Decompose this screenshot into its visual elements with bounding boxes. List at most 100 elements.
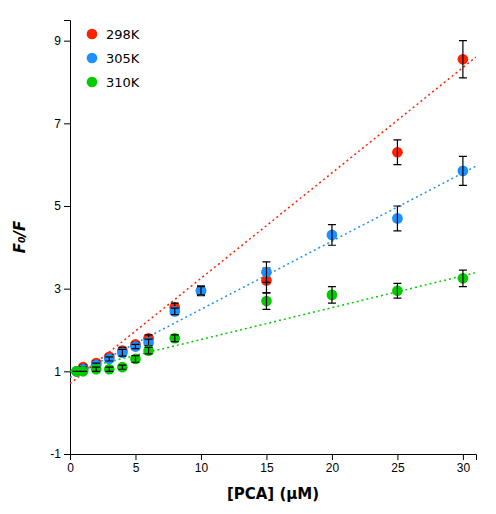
- x-tick-label: 5: [133, 461, 140, 475]
- legend-marker: [87, 29, 98, 40]
- fit-line: [70, 273, 476, 372]
- chart: 0 5 10 15 20 25 30 -1 1 3 5 7 9 [PCA] (μM) F₀/F 298K 305…: [0, 0, 496, 514]
- x-tick-mark: [397, 454, 398, 460]
- plot: 0 5 10 15 20 25 30 -1 1 3 5 7 9 [PCA] (μM) F₀/F 298K 305…: [11, 21, 477, 504]
- x-tick: 5: [133, 454, 140, 475]
- x-tick-mark: [266, 454, 267, 460]
- legend-marker: [87, 53, 98, 64]
- fit-line: [70, 166, 476, 377]
- error-bar: [459, 156, 467, 185]
- x-tick-mark: [463, 454, 464, 460]
- error-bar: [262, 262, 270, 283]
- legend-label: 305K: [106, 51, 140, 66]
- fit-line: [70, 57, 476, 384]
- y-tick-mark: [64, 454, 70, 455]
- error-bar: [79, 371, 87, 372]
- y-tick-label: 3: [54, 282, 61, 296]
- error-bar: [262, 293, 270, 310]
- x-tick-label: 25: [391, 461, 405, 475]
- x-tick: 25: [391, 454, 405, 475]
- y-tick: 1: [54, 365, 70, 379]
- legend-entry: 310K: [87, 75, 140, 90]
- y-tick-mark: [64, 371, 70, 372]
- marks: [70, 41, 476, 384]
- point: [104, 354, 115, 365]
- point: [91, 364, 102, 375]
- x-tick: 15: [260, 454, 274, 475]
- error-bar: [171, 335, 179, 342]
- y-axis-line: [64, 21, 71, 455]
- point: [117, 347, 128, 358]
- y-axis-title: F₀/F: [11, 220, 29, 253]
- legend-label: 298K: [106, 27, 140, 42]
- y-tick-mark: [64, 123, 70, 124]
- legend-label: 310K: [106, 75, 140, 90]
- y-tick: 7: [54, 117, 70, 131]
- error-bar: [328, 225, 336, 246]
- y-tick-label: 1: [54, 365, 61, 379]
- point: [130, 354, 141, 365]
- error-bar: [145, 347, 153, 354]
- y-tick-label: 9: [54, 34, 61, 48]
- point: [143, 345, 154, 356]
- y-tick-mark: [64, 206, 70, 207]
- error-bar: [393, 140, 401, 165]
- legend-entry: 298K: [87, 27, 140, 42]
- error-bar: [118, 365, 126, 369]
- y-tick-label: -1: [50, 447, 61, 461]
- point: [196, 285, 207, 296]
- series: [71, 41, 468, 377]
- point: [130, 341, 141, 352]
- x-axis: 0 5 10 15 20 25 30: [67, 454, 476, 475]
- x-tick-mark: [201, 454, 202, 460]
- error-bar: [393, 206, 401, 231]
- point: [104, 352, 115, 363]
- error-bar: [459, 41, 467, 78]
- series: [71, 270, 468, 377]
- y-tick: 3: [54, 282, 70, 296]
- x-tick-label: 30: [457, 461, 471, 475]
- x-tick: 10: [195, 454, 209, 475]
- series: [71, 156, 468, 376]
- point: [117, 362, 128, 373]
- legend-marker: [87, 77, 98, 88]
- x-tick-mark: [332, 454, 333, 460]
- error-bar: [145, 339, 153, 346]
- legend-entry: 305K: [87, 51, 140, 66]
- y-tick-mark: [64, 289, 70, 290]
- error-bar: [393, 283, 401, 298]
- error-bar: [197, 287, 205, 295]
- point: [104, 364, 115, 375]
- point: [78, 366, 89, 377]
- error-bar: [459, 270, 467, 287]
- point: [169, 306, 180, 317]
- error-bar: [105, 357, 113, 361]
- point: [169, 333, 180, 344]
- x-tick-label: 20: [326, 461, 340, 475]
- error-bar: [118, 349, 126, 356]
- error-bar: [92, 367, 100, 371]
- y-tick: 9: [54, 34, 70, 48]
- x-tick-label: 10: [195, 461, 209, 475]
- error-bar: [105, 367, 113, 371]
- legend: 298K 305K 310K: [87, 27, 140, 90]
- y-tick: 5: [54, 199, 70, 213]
- error-bar: [131, 344, 139, 348]
- x-tick-label: 15: [260, 461, 274, 475]
- point: [196, 285, 207, 296]
- x-tick: 0: [67, 454, 74, 475]
- error-bar: [328, 287, 336, 304]
- x-tick: 30: [457, 454, 471, 475]
- y-axis: -1 1 3 5 7 9: [50, 21, 70, 462]
- x-axis-line: [71, 455, 477, 461]
- y-tick-label: 5: [54, 199, 61, 213]
- error-bar: [171, 308, 179, 315]
- x-tick-label: 0: [67, 461, 74, 475]
- x-tick: 20: [326, 454, 340, 475]
- x-tick-mark: [135, 454, 136, 460]
- x-axis-title: [PCA] (μM): [227, 485, 319, 503]
- y-tick-mark: [64, 41, 70, 42]
- y-tick-label: 7: [54, 117, 61, 131]
- y-tick: -1: [50, 447, 70, 461]
- error-bar: [131, 356, 139, 363]
